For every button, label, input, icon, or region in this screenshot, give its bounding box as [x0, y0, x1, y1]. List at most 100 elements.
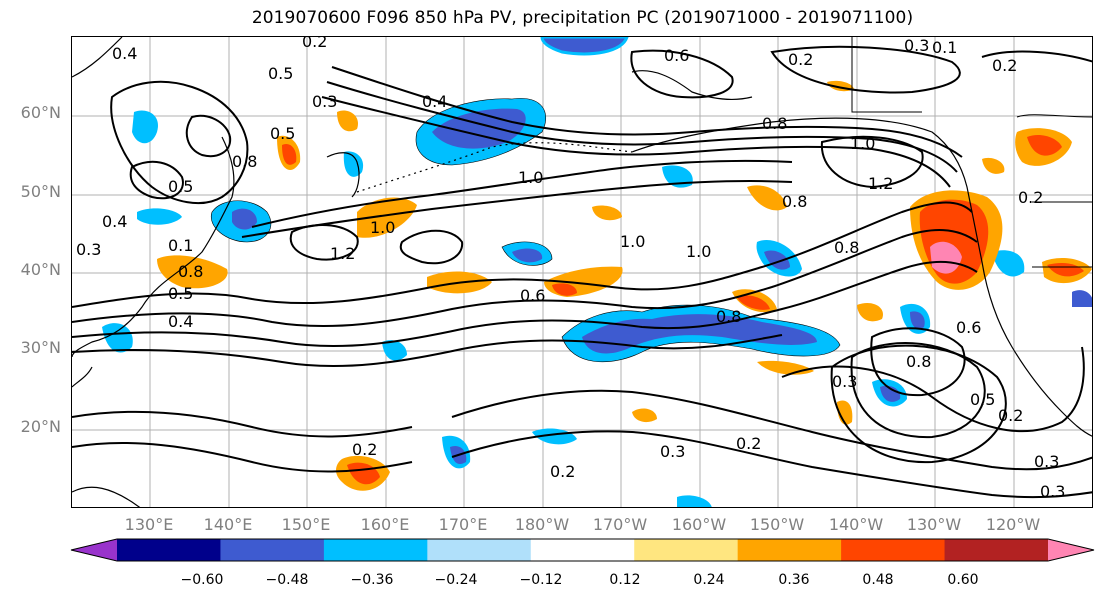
contour-label: 0.3 — [904, 37, 929, 55]
precip-pos-region — [337, 110, 358, 132]
contour-label: 0.5 — [268, 64, 293, 83]
contour-label: 0.5 — [168, 177, 193, 196]
contour-labels: 0.4 0.5 0.3 0.5 0.8 0.4 0.2 0.6 0.2 0.3 … — [76, 37, 1065, 501]
precip-pos-peak — [930, 241, 962, 274]
contour-label: 0.2 — [550, 462, 575, 481]
colorbar-tick-label: 0.36 — [778, 572, 810, 588]
pv-contour-line — [72, 229, 978, 328]
coastline-alaska — [631, 70, 753, 101]
lon-label: 140°W — [828, 515, 884, 534]
precip-neg-core — [232, 208, 257, 230]
colorbar-swatch — [737, 539, 842, 561]
lon-label: 150°W — [749, 515, 805, 534]
contour-label: 1.0 — [850, 134, 875, 153]
contour-label: 1.0 — [620, 232, 645, 251]
colorbar-tick-label: 0.12 — [609, 572, 641, 588]
map-canvas: 0.4 0.5 0.3 0.5 0.8 0.4 0.2 0.6 0.2 0.3 … — [72, 37, 1092, 507]
contour-label: 1.0 — [518, 168, 543, 187]
precip-pos-core — [282, 143, 297, 165]
contour-label: 0.3 — [1040, 482, 1065, 501]
pv-contour-line — [331, 66, 963, 158]
contour-label: 0.1 — [168, 236, 193, 255]
coastline — [72, 366, 93, 388]
pv-contour-closed — [830, 344, 1007, 464]
precip-pos-core — [552, 283, 577, 296]
pv-contour-line — [451, 389, 1092, 471]
colorbar-extend-low — [71, 539, 117, 561]
pv-contour-line — [781, 346, 1085, 433]
contour-label: 0.2 — [788, 50, 813, 69]
colorbar-tick-label: −0.12 — [519, 572, 563, 588]
pv-contour-closed — [870, 327, 966, 397]
contour-label: 1.2 — [868, 174, 893, 193]
contour-label: 0.2 — [992, 56, 1017, 75]
precip-neg-region — [1072, 290, 1092, 307]
contour-label: 0.4 — [102, 212, 127, 231]
pv-contour-closed — [820, 135, 924, 189]
lon-label: 140°E — [203, 515, 253, 534]
coastline-kamchatka — [326, 152, 360, 198]
precip-neg-region — [677, 495, 712, 507]
contour-label: 0.2 — [1018, 188, 1043, 207]
contour-label: 0.5 — [168, 284, 193, 303]
colorbar-swatch — [427, 539, 532, 561]
lat-label-40n: 40°N — [20, 260, 61, 279]
contour-label: 0.2 — [352, 440, 377, 459]
pv-contour-line — [251, 159, 793, 228]
contour-label: 0.4 — [168, 312, 193, 331]
contour-label: 0.3 — [1034, 452, 1059, 471]
pv-contour-line — [72, 334, 783, 368]
contour-label: 0.6 — [520, 286, 545, 305]
pv-contour-closed — [770, 45, 961, 94]
precip-neg-region — [662, 165, 693, 188]
colorbar-swatch — [530, 539, 635, 561]
precip-pos-region — [982, 157, 1005, 174]
pv-contours — [72, 45, 1092, 499]
pv-contour-closed — [289, 224, 359, 261]
pv-contour-line — [326, 81, 958, 173]
contour-label: 0.6 — [956, 318, 981, 337]
colorbar-outline — [70, 538, 1095, 562]
colorbar-swatch — [117, 539, 221, 561]
colorbar-swatch — [634, 539, 739, 561]
pv-contour-closed — [185, 114, 232, 157]
colorbar-tick-label: −0.48 — [265, 572, 309, 588]
colorbar-tick-label: 0.48 — [862, 572, 894, 588]
contour-label: 0.8 — [906, 352, 931, 371]
lon-label: 180°W — [514, 515, 570, 534]
lon-label: 160°W — [671, 515, 727, 534]
precip-neg-region — [102, 323, 133, 353]
lat-label-50n: 50°N — [20, 182, 61, 201]
pv-contour-line — [72, 410, 413, 438]
contour-label: 1.0 — [370, 218, 395, 237]
precip-neg-region — [992, 250, 1025, 277]
map-panel: 0.4 0.5 0.3 0.5 0.8 0.4 0.2 0.6 0.2 0.3 … — [71, 36, 1093, 508]
pv-contour-line — [451, 430, 1092, 499]
contour-label: 0.5 — [270, 124, 295, 143]
contour-label: 0.3 — [832, 372, 857, 391]
pv-contour-closed — [110, 80, 249, 205]
contour-label: 1.2 — [330, 244, 355, 263]
contour-label: 0.8 — [178, 262, 203, 281]
precip-neg-core — [512, 248, 543, 263]
colorbar-swatch — [841, 539, 946, 561]
coastline-north-america — [631, 117, 1092, 437]
pv-contour-line — [72, 441, 413, 473]
contour-label: 0.8 — [834, 238, 859, 257]
precip-pos-region — [592, 205, 622, 221]
precip-neg-region — [540, 37, 629, 56]
contour-label: 0.3 — [660, 442, 685, 461]
lon-label: 120°W — [985, 515, 1041, 534]
contour-label: 0.2 — [302, 37, 327, 51]
precip-neg-core — [910, 311, 925, 329]
colorbar-tick-label: 0.24 — [693, 572, 725, 588]
contour-label: 0.1 — [932, 38, 957, 57]
contour-label: 0.8 — [762, 114, 787, 133]
contour-label: 0.2 — [736, 434, 761, 453]
lat-label-20n: 20°N — [20, 417, 61, 436]
pv-contour-line — [72, 260, 978, 348]
contour-label: 0.3 — [76, 240, 101, 259]
precip-pos-core — [737, 295, 770, 310]
coastline — [72, 37, 123, 78]
